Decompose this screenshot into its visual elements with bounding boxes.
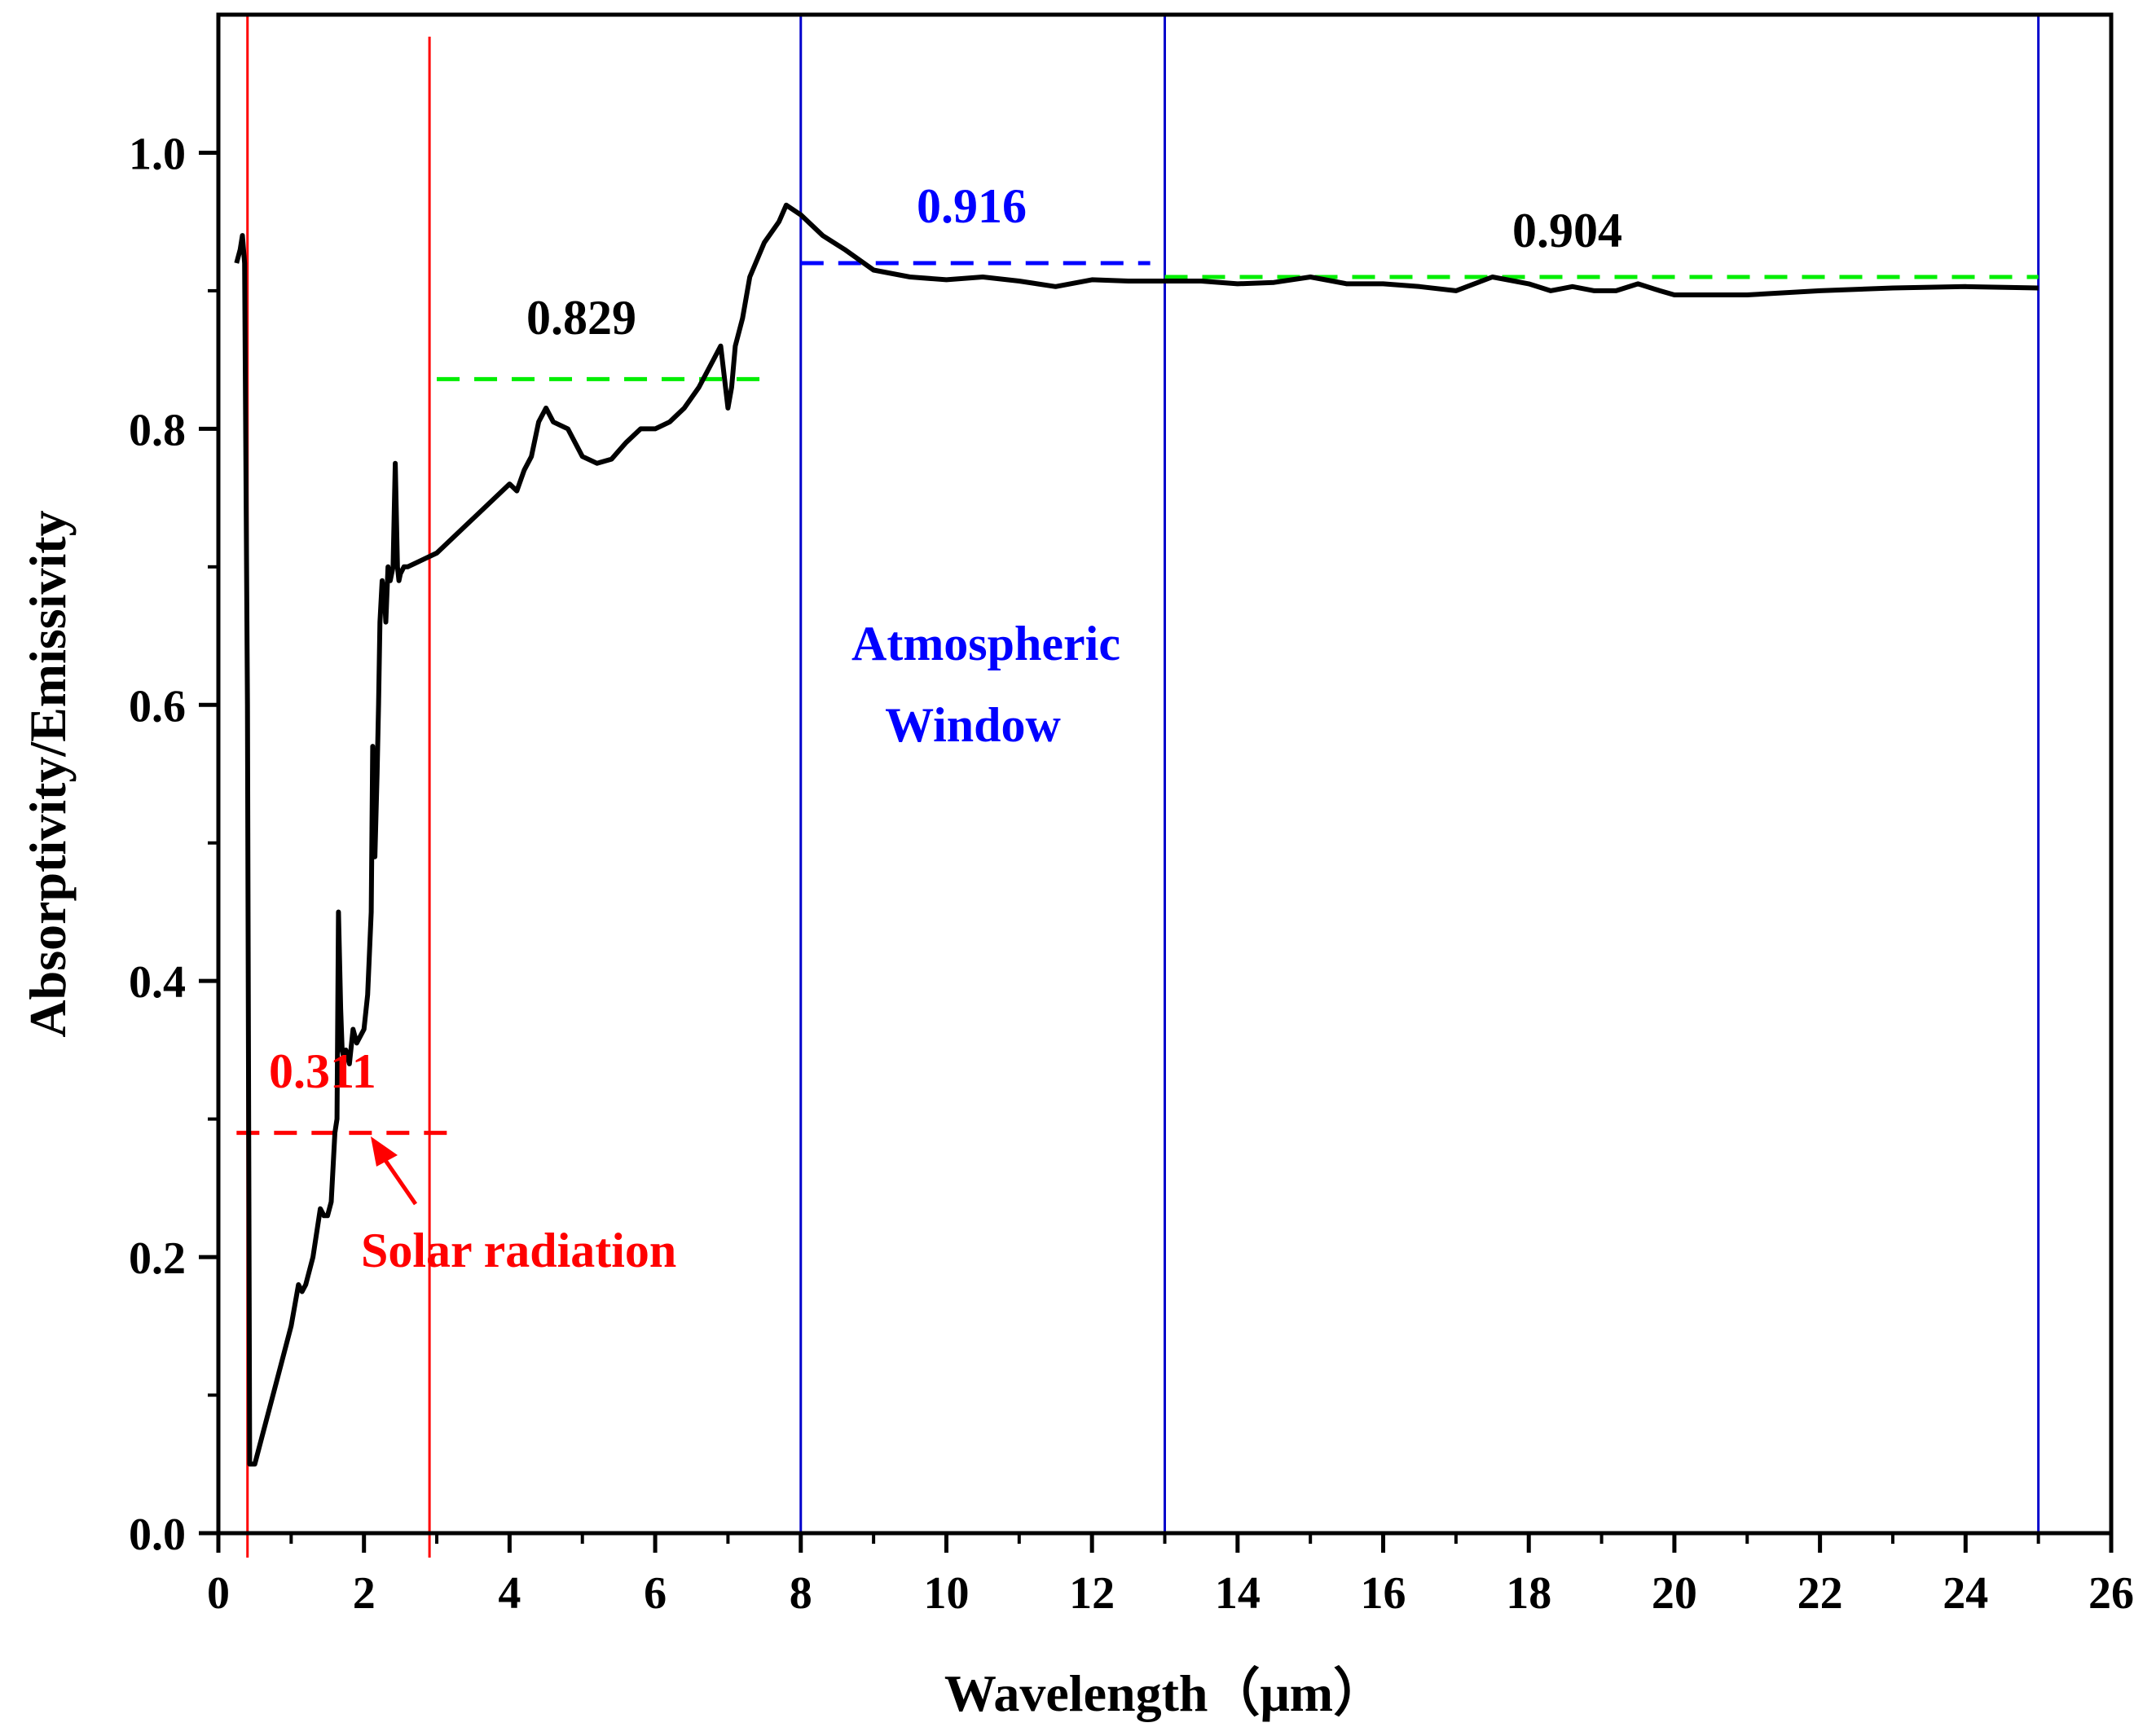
long-ir-average-label: 0.904	[1512, 204, 1622, 257]
atmospheric-window-label-line2: Window	[885, 698, 1061, 752]
y-tick-label: 0.8	[129, 405, 186, 455]
x-axis-ticks: 0 2 4 6 8 10 12 14 16 18 20 22 24 26	[207, 1533, 2134, 1619]
solar-radiation-arrow	[381, 1155, 418, 1206]
y-tick-label: 0.6	[129, 681, 186, 732]
x-tick-label: 22	[1797, 1568, 1843, 1619]
average-lines	[236, 261, 2039, 1136]
x-tick-label: 6	[644, 1568, 667, 1619]
y-tick-label: 0.4	[129, 957, 186, 1008]
x-tick-label: 14	[1215, 1568, 1261, 1619]
mid-ir-average-label: 0.829	[526, 291, 636, 345]
x-tick-label: 12	[1069, 1568, 1115, 1619]
annotations: 0.311 Solar radiation 0.829 0.916 0.904 …	[269, 179, 1622, 1277]
x-tick-label: 24	[1943, 1568, 1988, 1619]
x-tick-label: 26	[2088, 1568, 2134, 1619]
y-tick-label: 1.0	[129, 129, 186, 179]
x-tick-label: 8	[790, 1568, 812, 1619]
solar-radiation-arrowhead	[371, 1136, 398, 1167]
x-tick-label: 0	[207, 1568, 230, 1619]
series-line-0	[234, 202, 2039, 1467]
region-boundary-lines	[246, 15, 2040, 1558]
window-average-label: 0.916	[917, 179, 1027, 233]
atmospheric-window-label-line1: Atmospheric	[851, 617, 1120, 670]
y-tick-label: 0.0	[129, 1510, 186, 1560]
y-tick-label: 0.2	[129, 1233, 186, 1284]
x-tick-label: 2	[353, 1568, 376, 1619]
solar-radiation-label: Solar radiation	[361, 1224, 676, 1277]
series-layer	[234, 202, 2039, 1467]
solar-average-label: 0.311	[269, 1044, 376, 1098]
x-tick-label: 18	[1506, 1568, 1551, 1619]
y-axis-ticks: 0.0 0.2 0.4 0.6 0.8 1.0	[129, 129, 218, 1560]
y-axis-title: Absorptivity/Emissivity	[19, 510, 77, 1037]
x-tick-label: 20	[1652, 1568, 1697, 1619]
x-tick-label: 4	[498, 1568, 521, 1619]
x-axis-title: Wavelength（μm）	[944, 1664, 1385, 1722]
x-tick-label: 10	[923, 1568, 969, 1619]
x-tick-label: 16	[1361, 1568, 1406, 1619]
